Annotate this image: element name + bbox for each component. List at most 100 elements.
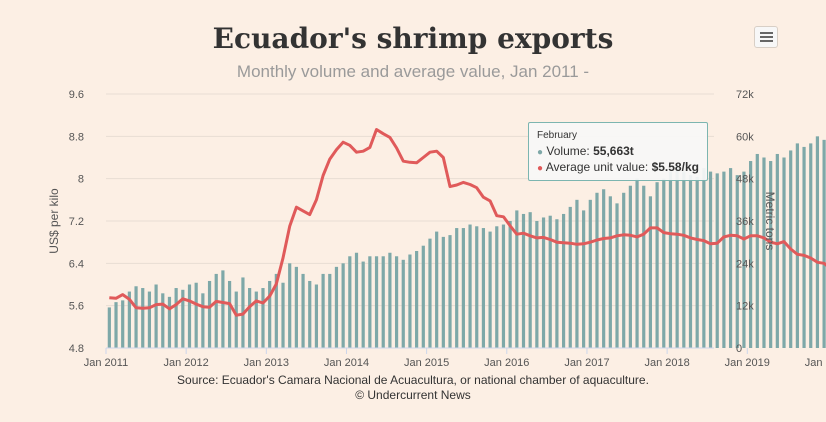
volume-bar xyxy=(368,256,372,348)
volume-bar xyxy=(415,250,419,348)
volume-bar xyxy=(642,185,646,348)
volume-bar xyxy=(708,171,713,348)
source-text: Source: Ecuador's Camara Nacional de Acu… xyxy=(177,373,649,387)
tooltip-price-value: $5.58/kg xyxy=(651,160,699,174)
volume-bar xyxy=(194,282,198,348)
volume-bar xyxy=(521,213,526,348)
volume-bar xyxy=(742,171,746,348)
volume-bar xyxy=(628,185,632,348)
x-tick-label: Jan 2018 xyxy=(644,357,689,369)
volume-bar xyxy=(394,256,399,348)
volume-bar xyxy=(555,219,559,348)
volume-bar xyxy=(381,256,385,348)
volume-bar xyxy=(501,224,506,348)
x-tick-label: Jan 2013 xyxy=(244,357,289,369)
volume-bar xyxy=(187,284,192,348)
volume-bar xyxy=(201,293,205,348)
volume-bar xyxy=(435,231,439,348)
volume-bar xyxy=(655,182,659,348)
left-tick-label: 8.8 xyxy=(69,131,84,143)
volume-bar xyxy=(167,296,172,348)
volume-bar xyxy=(728,168,733,348)
right-tick-label: 48k xyxy=(736,174,754,186)
left-axis-title: US$ per kilo xyxy=(47,188,61,254)
price-dot-icon: ● xyxy=(537,163,544,174)
volume-bar xyxy=(809,143,813,348)
volume-bar xyxy=(421,245,425,348)
chart-source: Source: Ecuador's Camara Nacional de Acu… xyxy=(0,373,826,403)
volume-bar xyxy=(515,210,519,348)
volume-bar xyxy=(214,273,218,348)
volume-bar xyxy=(207,280,212,348)
volume-bar xyxy=(181,289,185,348)
right-tick-label: 60k xyxy=(736,131,754,143)
volume-bar xyxy=(361,261,365,348)
volume-bar xyxy=(602,189,606,348)
volume-bar xyxy=(154,284,158,348)
volume-bar xyxy=(582,210,586,348)
right-tick-label: 24k xyxy=(736,258,754,270)
volume-bar xyxy=(475,226,479,348)
right-tick-label: 36k xyxy=(736,216,754,228)
volume-bar xyxy=(568,206,572,348)
volume-bar xyxy=(321,273,325,348)
volume-bar xyxy=(735,175,739,348)
volume-dot-icon: ● xyxy=(537,147,544,158)
volume-bar xyxy=(548,215,552,348)
x-tick-label: Jan 2017 xyxy=(564,357,609,369)
volume-bar xyxy=(622,192,626,348)
volume-bar xyxy=(635,178,639,348)
volume-bar xyxy=(114,302,118,348)
volume-bar xyxy=(481,228,486,348)
volume-bar xyxy=(274,273,278,348)
tooltip-price-label: Average unit value: xyxy=(545,160,649,174)
volume-bar xyxy=(147,291,152,348)
volume-bar xyxy=(815,136,820,348)
x-tick-label: Jan 2016 xyxy=(484,357,529,369)
volume-bar xyxy=(388,252,392,348)
volume-bar xyxy=(161,293,165,348)
volume-bar xyxy=(294,266,298,348)
left-tick-label: 6.4 xyxy=(69,258,84,270)
chart-menu-button[interactable] xyxy=(754,26,778,48)
chart-tooltip: February ● Volume: 55,663t ● Average uni… xyxy=(528,122,708,181)
volume-bar xyxy=(461,228,465,348)
tooltip-title: February xyxy=(537,130,578,141)
volume-bar xyxy=(428,238,432,348)
volume-bar xyxy=(675,164,679,348)
chart-title: Ecuador's shrimp exports xyxy=(212,22,614,55)
volume-bar xyxy=(822,139,826,348)
volume-bar xyxy=(769,161,773,348)
price-line xyxy=(109,128,826,317)
volume-bar xyxy=(107,307,111,348)
volume-bar xyxy=(488,231,492,348)
volume-bar xyxy=(802,146,806,348)
volume-bar xyxy=(762,157,766,348)
volume-bar xyxy=(682,171,686,348)
right-tick-label: 72k xyxy=(736,89,754,101)
volume-bar xyxy=(795,143,799,348)
left-tick-label: 7.2 xyxy=(69,216,84,228)
volume-bar xyxy=(308,280,312,348)
left-tick-label: 8 xyxy=(78,174,84,186)
volume-bar xyxy=(702,168,706,348)
volume-bar xyxy=(174,288,178,348)
volume-bar xyxy=(688,175,693,348)
volume-bar xyxy=(261,288,265,348)
volume-bar xyxy=(468,224,472,348)
volume-bar xyxy=(455,228,459,348)
volume-bar xyxy=(448,235,452,348)
volume-bar xyxy=(662,178,666,348)
volume-bar xyxy=(314,284,319,348)
left-tick-label: 9.6 xyxy=(69,89,84,101)
volume-bar xyxy=(301,273,305,348)
volume-bar xyxy=(695,176,699,348)
volume-bar xyxy=(541,217,546,348)
right-axis-title: Metric tons xyxy=(763,192,777,251)
volume-bar xyxy=(535,221,539,348)
volume-bar xyxy=(648,196,653,348)
volume-bar xyxy=(127,291,131,348)
volume-bar xyxy=(715,173,719,348)
volume-bar xyxy=(234,291,238,348)
